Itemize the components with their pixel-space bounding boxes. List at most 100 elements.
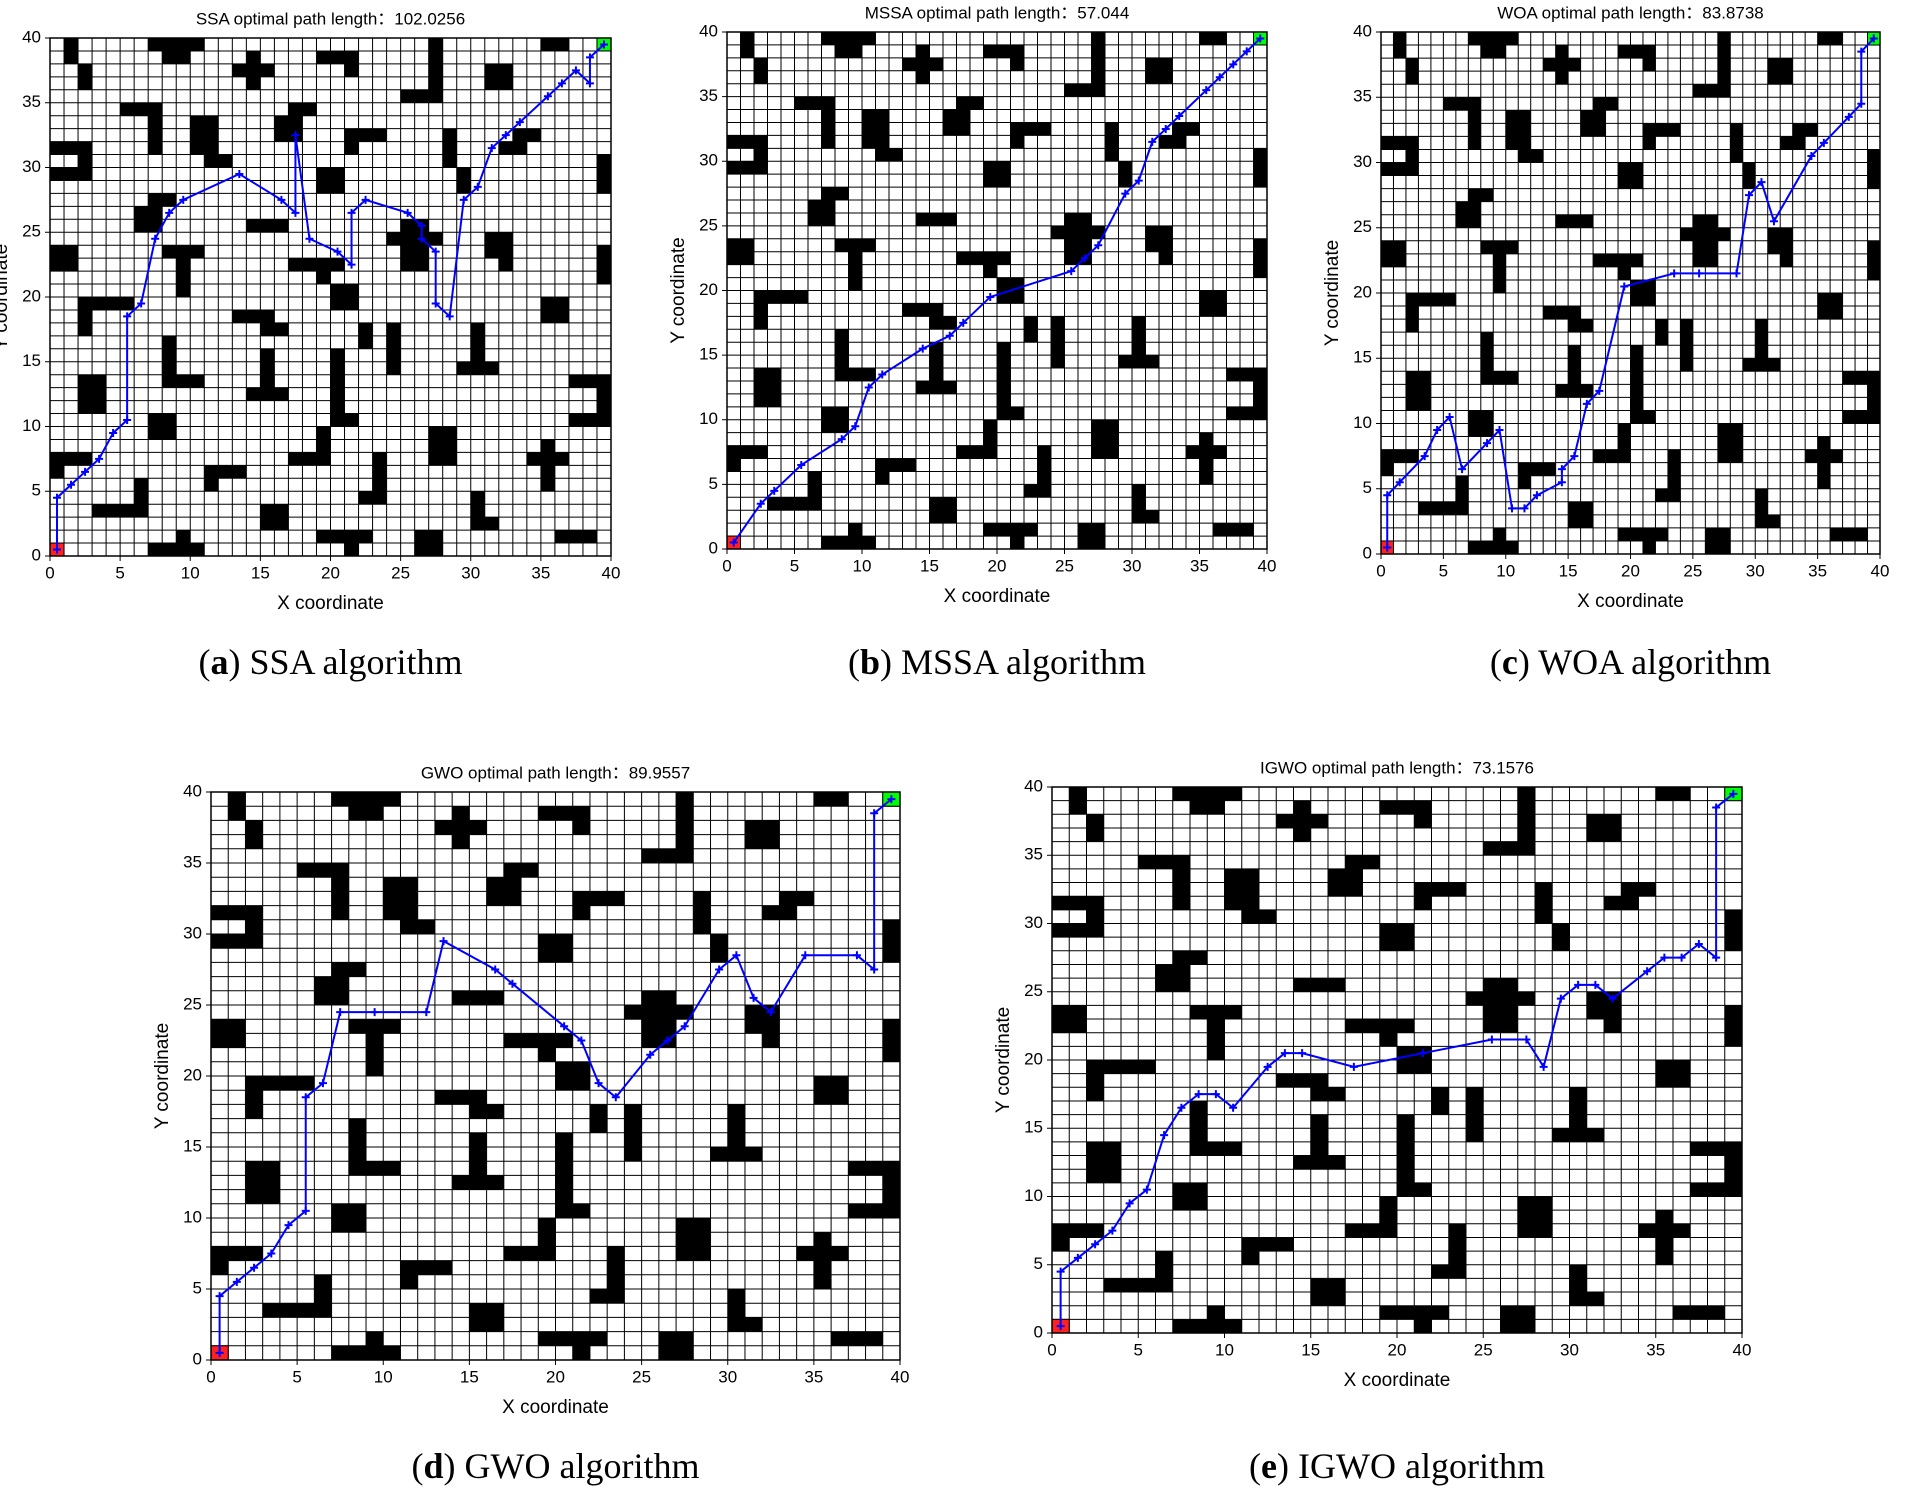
path-node [1570, 452, 1579, 461]
path-node [336, 1008, 345, 1017]
y-tick-label: 5 [1363, 478, 1372, 497]
path-node [1094, 241, 1103, 250]
panel: 0 5 10 15 20 25 30 35 40 0 5 10 15 20 25 30 35 40 WOA opti… [1322, 3, 1889, 682]
path-node [864, 383, 873, 392]
path-node [1445, 412, 1454, 421]
plot-frame [49, 37, 612, 557]
x-tick-label: 10 [1215, 1340, 1234, 1359]
y-tick-label: 10 [183, 1207, 202, 1226]
path-node [611, 1093, 620, 1102]
obstacle [1253, 238, 1267, 278]
obstacle [1052, 1223, 1104, 1238]
obstacle [1010, 135, 1024, 149]
path-node [301, 1093, 310, 1102]
caption: (b) MSSA algorithm [848, 642, 1146, 682]
path-node [123, 312, 132, 321]
path-node [577, 1036, 586, 1045]
path-node [459, 195, 468, 204]
x-tick-label: 5 [115, 563, 124, 582]
y-tick-label: 15 [1024, 1118, 1043, 1137]
x-axis-label: X coordinate [277, 593, 384, 614]
path-node [680, 1022, 689, 1031]
y-axis-label: Y coordinate [668, 237, 689, 343]
obstacle [1448, 1223, 1466, 1265]
path-node [1418, 1049, 1427, 1058]
obstacle [902, 303, 943, 317]
x-tick-label: 20 [1388, 1340, 1407, 1359]
obstacle [1555, 45, 1569, 85]
obstacle [1159, 251, 1173, 265]
path-node [370, 1008, 379, 1017]
y-tick-label: 40 [699, 21, 718, 40]
x-tick-label: 0 [206, 1367, 215, 1386]
path-node [1522, 1035, 1531, 1044]
x-tick-label: 20 [546, 1367, 565, 1386]
x-tick-label: 5 [292, 1367, 301, 1386]
path-node [215, 1348, 224, 1357]
path-node [557, 79, 566, 88]
path-node [422, 1008, 431, 1017]
x-tick-label: 10 [374, 1367, 393, 1386]
obstacle [78, 141, 93, 181]
obstacle [848, 523, 862, 537]
x-tick-label: 15 [251, 563, 270, 582]
obstacle [1780, 253, 1793, 267]
caption-letter: b [860, 642, 880, 682]
path-node [852, 951, 861, 960]
obstacle [1724, 1005, 1742, 1047]
obstacle [1010, 57, 1024, 71]
path-node [1520, 504, 1529, 513]
obstacle [1604, 1019, 1622, 1033]
y-tick-label: 20 [183, 1065, 202, 1084]
x-tick-label: 10 [853, 556, 872, 575]
obstacle [1414, 1319, 1432, 1333]
obstacle [916, 380, 957, 394]
y-tick-label: 25 [183, 994, 202, 1013]
obstacle [1405, 136, 1419, 176]
obstacle [1555, 214, 1594, 228]
obstacle [727, 445, 768, 459]
obstacle [452, 1175, 504, 1190]
caption: (d) GWO algorithm [412, 1446, 700, 1486]
path-node [1732, 269, 1741, 278]
obstacle [1293, 978, 1346, 992]
obstacle [1690, 1141, 1742, 1156]
caption-letter: e [1261, 1446, 1277, 1486]
obstacle [1345, 1223, 1397, 1238]
obstacle [1742, 358, 1781, 372]
path-node [1458, 465, 1467, 474]
path-node [1229, 60, 1238, 69]
x-tick-label: 25 [1474, 1340, 1493, 1359]
path-node [151, 234, 160, 243]
obstacle [572, 891, 625, 906]
obstacle [498, 258, 513, 272]
obstacle [470, 491, 485, 531]
obstacle [288, 452, 331, 466]
path-node [137, 299, 146, 308]
obstacle [1010, 122, 1051, 136]
path-node [1660, 953, 1669, 962]
obstacle [78, 297, 93, 336]
path-node [284, 1221, 293, 1230]
path-node [361, 195, 370, 204]
path-line [56, 43, 605, 550]
obstacle [1086, 1060, 1104, 1101]
plot-frame [1380, 31, 1881, 555]
path-node [1869, 34, 1878, 43]
obstacle [596, 154, 611, 194]
path-node [1857, 47, 1866, 56]
caption-paren: ) [444, 1446, 465, 1486]
y-tick-label: 30 [1024, 913, 1043, 932]
path-node [594, 1079, 603, 1088]
path-node [165, 208, 174, 217]
obstacle [1105, 122, 1119, 162]
obstacle [1717, 32, 1731, 98]
x-tick-label: 5 [1439, 561, 1448, 580]
y-tick-label: 10 [699, 409, 718, 428]
obstacle [1493, 527, 1506, 541]
y-tick-label: 10 [1024, 1186, 1043, 1205]
path-node [1383, 491, 1392, 500]
x-tick-label: 40 [1871, 561, 1890, 580]
obstacle [316, 271, 331, 285]
path-node [445, 312, 454, 321]
